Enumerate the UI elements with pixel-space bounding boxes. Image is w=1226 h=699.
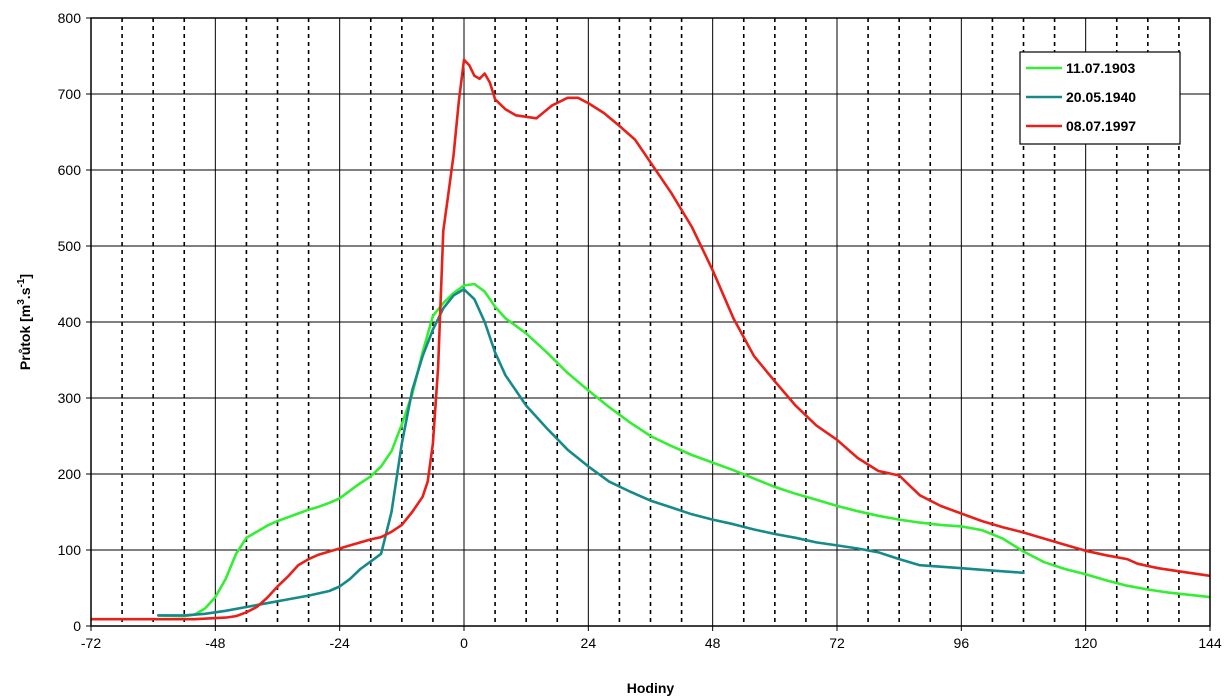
y-tick-label: 600 bbox=[58, 162, 82, 178]
y-tick-label: 400 bbox=[58, 314, 82, 330]
y-axis-title: Průtok [m3.s-1] bbox=[16, 274, 33, 370]
legend-label: 11.07.1903 bbox=[1066, 60, 1136, 76]
x-tick-label: 0 bbox=[460, 635, 468, 651]
y-tick-label: 700 bbox=[58, 86, 82, 102]
series-line-3 bbox=[91, 58, 1210, 621]
y-axis-tick-labels: 0 100 200 300 400 500 600 700 800 bbox=[58, 10, 91, 634]
x-tick-label: 72 bbox=[829, 635, 845, 651]
y-tick-label: 800 bbox=[58, 10, 82, 26]
x-tick-label: 24 bbox=[581, 635, 597, 651]
y-tick-label: 100 bbox=[58, 542, 82, 558]
x-tick-label: 144 bbox=[1198, 635, 1222, 651]
y-tick-label: 300 bbox=[58, 390, 82, 406]
x-tick-label: 96 bbox=[954, 635, 970, 651]
legend-label: 20.05.1940 bbox=[1066, 89, 1136, 105]
y-tick-label: 500 bbox=[58, 238, 82, 254]
legend-label: 08.07.1997 bbox=[1066, 118, 1136, 134]
x-tick-label: 48 bbox=[705, 635, 721, 651]
x-axis-tick-labels: -72 -48 -24 0 24 48 72 96 120 144 bbox=[81, 626, 1222, 651]
legend: 11.07.1903 20.05.1940 08.07.1997 bbox=[1019, 51, 1181, 145]
series-line-2 bbox=[157, 287, 1025, 617]
y-tick-label: 200 bbox=[58, 466, 82, 482]
y-tick-label: 0 bbox=[73, 618, 81, 634]
series-lines bbox=[91, 58, 1210, 621]
x-tick-label: -72 bbox=[81, 635, 101, 651]
x-tick-label: -48 bbox=[205, 635, 225, 651]
x-axis-title: Hodiny bbox=[627, 680, 675, 696]
series-line-1 bbox=[157, 282, 1210, 618]
x-tick-label: 120 bbox=[1074, 635, 1098, 651]
x-tick-label: -24 bbox=[330, 635, 350, 651]
